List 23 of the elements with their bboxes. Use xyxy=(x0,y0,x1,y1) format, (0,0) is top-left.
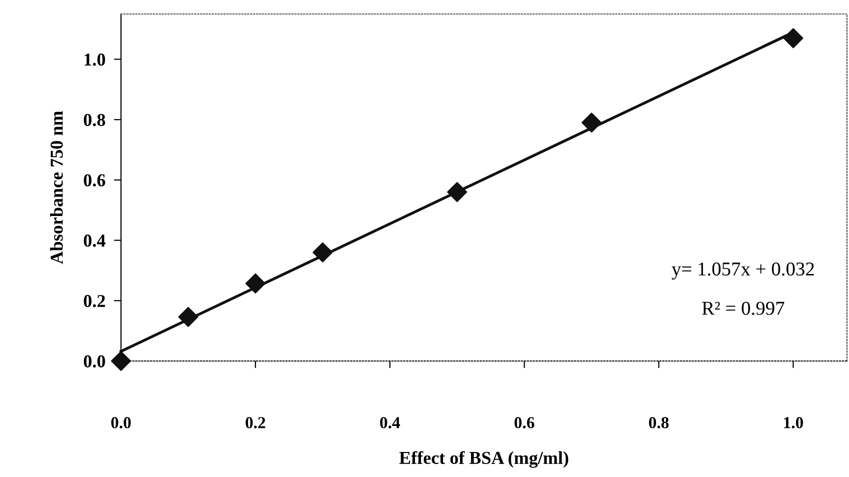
y-tick-label: 0.4 xyxy=(84,234,106,247)
point xyxy=(110,350,132,372)
point xyxy=(312,242,333,262)
x-tick-label: 1.0 xyxy=(784,417,804,428)
x-tick-label: 0.2 xyxy=(246,417,266,428)
y-axis-title: Absorbance 750 nm xyxy=(50,111,63,264)
y-tick-label: 0.6 xyxy=(84,174,106,186)
y-tick-label: 0.2 xyxy=(84,294,105,308)
point xyxy=(783,28,804,48)
point xyxy=(582,112,602,133)
y-tick-label: 0.8 xyxy=(84,114,106,126)
x-tick-label: 0.6 xyxy=(514,417,534,428)
annotation: y= 1.057x + 0.032 xyxy=(672,262,814,280)
point xyxy=(245,273,266,294)
y-tick-label: 0.0 xyxy=(84,355,106,368)
y-tick-label: 1.0 xyxy=(84,54,106,66)
x-tick-label: 0.8 xyxy=(648,417,669,428)
x-tick-label: 0.0 xyxy=(111,417,131,428)
point xyxy=(178,306,198,327)
x-tick-label: 0.4 xyxy=(380,417,400,428)
point xyxy=(447,182,468,202)
x-axis-title: Effect of BSA (mg/ml) xyxy=(399,451,568,468)
annotation: R² = 0.997 xyxy=(702,302,784,315)
